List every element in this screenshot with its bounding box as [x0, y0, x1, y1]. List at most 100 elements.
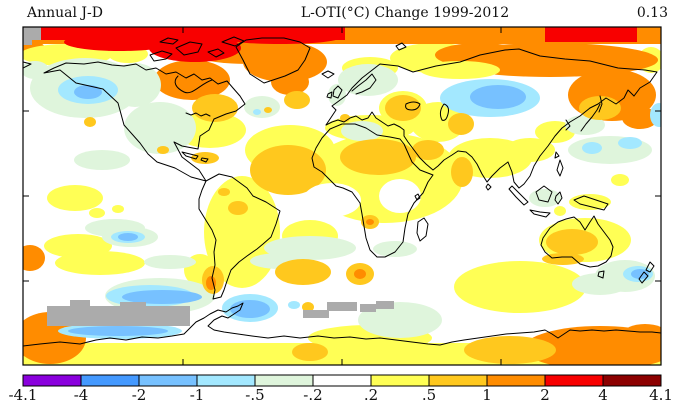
- anomaly-patch: [622, 107, 658, 129]
- anomaly-patch: [264, 107, 272, 113]
- sakhalin: [598, 95, 603, 113]
- anomaly-patch: [470, 85, 526, 109]
- anomaly-patch: [302, 302, 314, 312]
- svalbard: [395, 42, 407, 51]
- anomaly-patch: [109, 63, 161, 107]
- anomaly-patch: [545, 27, 637, 42]
- colorbar-label: -1: [190, 386, 205, 403]
- colorbar-segment: [196, 374, 256, 387]
- colorbar-segment: [80, 374, 140, 387]
- colorbar-label: -4: [74, 386, 89, 403]
- scandinavia-baltic: [351, 73, 377, 95]
- anomaly-patch: [448, 113, 474, 135]
- anomaly-patch: [505, 138, 555, 162]
- anomaly-patch: [366, 219, 374, 225]
- anomaly-patch: [23, 40, 32, 45]
- anomaly-patch: [271, 69, 309, 95]
- anomaly-patch: [64, 33, 176, 51]
- colorbar-label: 4.1: [649, 386, 673, 403]
- anomaly-patch: [47, 306, 190, 326]
- anomaly-patch: [303, 310, 329, 318]
- colorbar-label: -2: [132, 386, 147, 403]
- anomaly-patch: [112, 205, 124, 213]
- anomaly-patch: [650, 103, 661, 127]
- anomaly-patch: [244, 96, 280, 118]
- anomaly-patch: [23, 245, 45, 271]
- anomaly-patch: [542, 253, 584, 265]
- anomaly-patch: [206, 276, 216, 290]
- anomaly-patch: [358, 302, 442, 338]
- colorbar-label: 4: [598, 386, 608, 403]
- anomaly-patch: [611, 174, 629, 186]
- anomaly-patch: [230, 300, 270, 318]
- colorbar-segment: [370, 374, 430, 387]
- coast-antarctica: [23, 302, 661, 347]
- anomaly-patch: [569, 194, 611, 210]
- colorbar-segment: [544, 374, 604, 387]
- anomaly-patch: [218, 188, 230, 196]
- global-mean-value: 0.13: [637, 5, 668, 21]
- anomaly-patch: [464, 336, 556, 364]
- anomaly-patch: [70, 300, 90, 306]
- coast-africa: [311, 123, 434, 258]
- new-guinea: [573, 195, 609, 211]
- anomaly-patch: [253, 109, 261, 115]
- colorbar-label: -.5: [245, 386, 264, 403]
- anomaly-patch: [157, 146, 169, 154]
- coast-south-europe: [325, 111, 401, 128]
- madagascar: [416, 217, 429, 242]
- anomaly-patch: [412, 140, 444, 160]
- anomaly-patch: [618, 137, 642, 149]
- colorbar-segment: [486, 374, 546, 387]
- anomaly-patch: [23, 61, 49, 79]
- anomaly-patch: [410, 102, 466, 142]
- anomaly-patch: [420, 61, 500, 79]
- anomaly-patch: [84, 117, 96, 127]
- coast-okhotsk: [589, 89, 635, 109]
- anomaly-patch: [154, 60, 230, 100]
- anomaly-patch: [55, 251, 145, 275]
- anomaly-patch: [120, 302, 146, 307]
- tasmania: [597, 270, 605, 279]
- anomaly-patch: [623, 324, 661, 344]
- black-sea: [405, 101, 421, 111]
- anomaly-patch: [454, 261, 586, 313]
- anomaly-patch: [385, 95, 421, 121]
- anomaly-patch: [243, 42, 327, 82]
- sumatra: [508, 185, 529, 206]
- lake-victoria: [414, 193, 421, 201]
- colorbar-label: .2: [364, 386, 378, 403]
- anomaly-patch: [327, 302, 357, 311]
- anomaly-patch: [451, 157, 473, 187]
- colorbar-label: .5: [422, 386, 436, 403]
- anomaly-patch: [250, 145, 326, 195]
- anomaly-patch: [74, 150, 130, 170]
- anomaly-patch: [68, 326, 168, 336]
- coast-greenland: [235, 37, 311, 84]
- sri-lanka: [485, 183, 492, 191]
- anomaly-patch: [535, 121, 575, 143]
- anomaly-patch: [292, 343, 328, 361]
- coast-north-america: [43, 61, 246, 182]
- colorbar-label: -4.1: [9, 386, 38, 403]
- anomaly-patch: [340, 139, 416, 175]
- colorbar-segment: [312, 374, 372, 387]
- sulawesi: [554, 191, 563, 205]
- coast-arabia: [399, 126, 459, 171]
- anomaly-patch: [288, 301, 300, 309]
- anomaly-patch: [149, 34, 241, 62]
- anomaly-patch: [529, 189, 561, 207]
- new-zealand: [638, 261, 655, 284]
- iceland: [321, 70, 335, 79]
- anomaly-patch: [360, 304, 376, 312]
- anomaly-patch: [303, 183, 361, 217]
- colorbar-segment: [22, 374, 82, 387]
- arctic-islands: [149, 36, 245, 62]
- taiwan-philippines: [554, 151, 564, 177]
- map-ticks: [23, 27, 661, 365]
- great-lakes: [185, 112, 211, 117]
- anomaly-patch: [376, 301, 394, 309]
- chukotka-stub: [23, 61, 32, 69]
- borneo: [535, 185, 553, 203]
